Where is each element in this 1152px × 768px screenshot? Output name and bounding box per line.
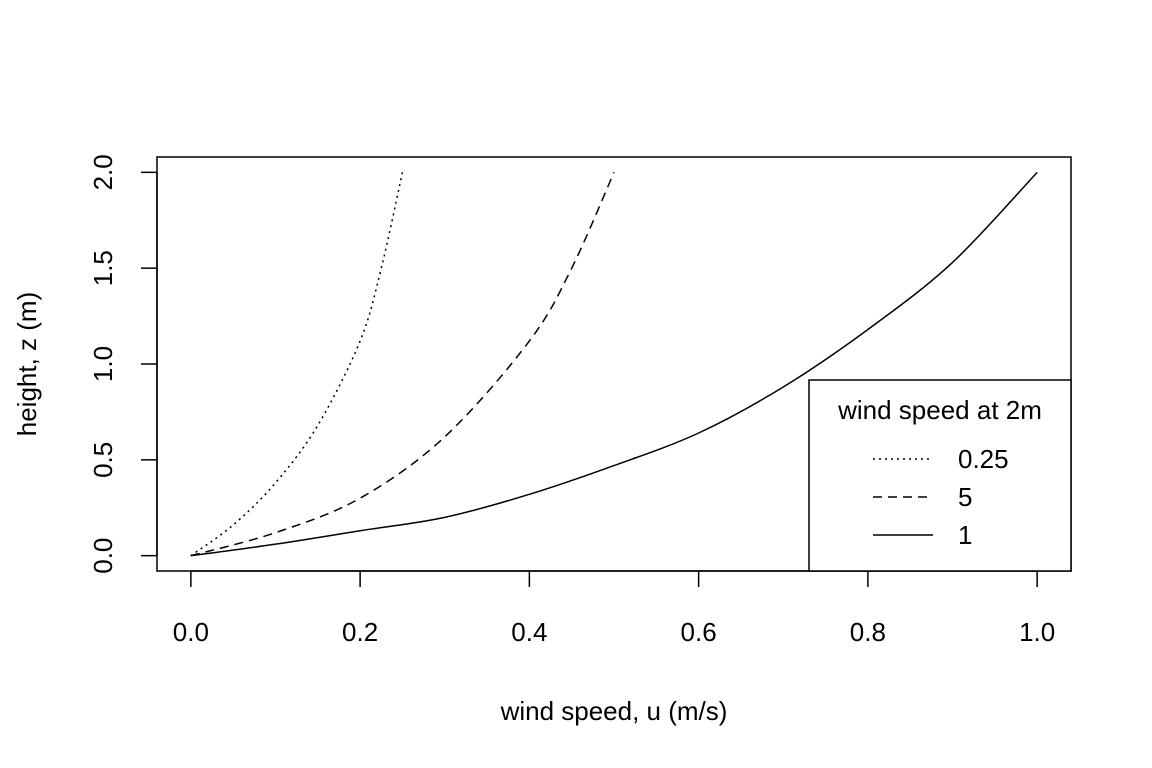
y-axis: 0.0 0.5 1.0 1.5 2.0 bbox=[88, 154, 158, 574]
series-line-1 bbox=[190, 172, 615, 557]
legend-box bbox=[808, 379, 1072, 572]
series-layer bbox=[190, 171, 1038, 557]
y-tick-label: 1.5 bbox=[88, 250, 118, 286]
y-tick-label: 0.0 bbox=[88, 538, 118, 574]
x-axis-label: wind speed, u (m/s) bbox=[500, 696, 728, 726]
y-tick-label: 1.0 bbox=[88, 346, 118, 382]
legend-title: wind speed at 2m bbox=[837, 395, 1042, 425]
y-tick-label: 0.5 bbox=[88, 442, 118, 478]
legend-entries: 0.25 5 1 bbox=[873, 444, 1009, 550]
legend: wind speed at 2m 0.25 5 1 bbox=[808, 379, 1072, 572]
legend-label: 1 bbox=[958, 520, 972, 550]
legend-label: 5 bbox=[958, 482, 972, 512]
x-tick-label: 0.8 bbox=[850, 617, 886, 647]
x-tick-label: 0.6 bbox=[681, 617, 717, 647]
x-axis: 0.0 0.2 0.4 0.6 0.8 1.0 bbox=[173, 570, 1055, 647]
y-tick-label: 2.0 bbox=[88, 154, 118, 190]
x-tick-label: 0.4 bbox=[511, 617, 547, 647]
legend-label: 0.25 bbox=[958, 444, 1009, 474]
series-line-2 bbox=[190, 171, 1038, 557]
x-tick-label: 0.2 bbox=[342, 617, 378, 647]
series-line-0 bbox=[190, 172, 404, 557]
y-axis-label: height, z (m) bbox=[12, 292, 42, 437]
x-tick-label: 1.0 bbox=[1019, 617, 1055, 647]
x-tick-label: 0.0 bbox=[173, 617, 209, 647]
